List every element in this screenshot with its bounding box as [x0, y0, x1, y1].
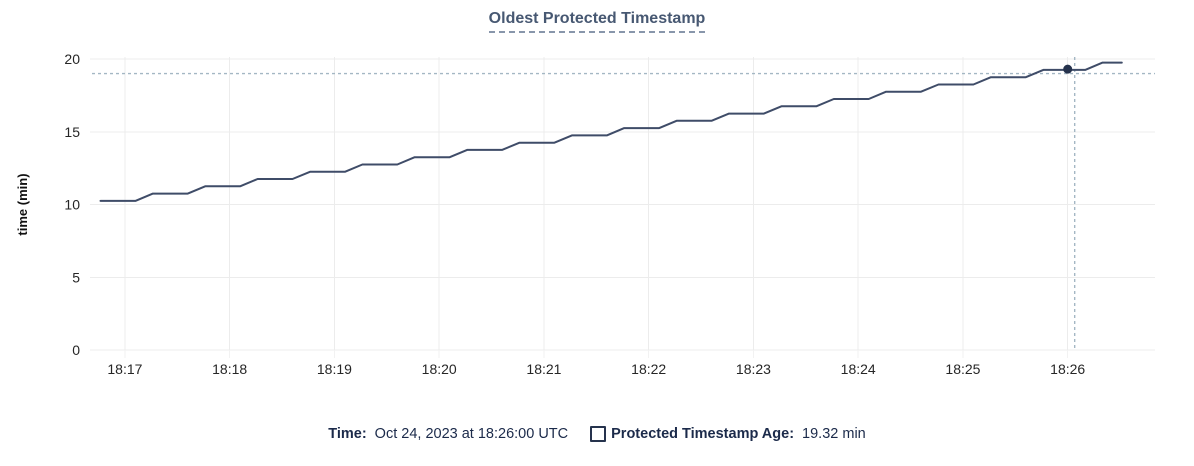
time-value: Oct 24, 2023 at 18:26:00 UTC	[374, 426, 569, 442]
svg-text:18:25: 18:25	[945, 361, 980, 377]
svg-text:18:20: 18:20	[422, 361, 457, 377]
series-line	[99, 61, 1123, 202]
hover-point-dot	[1063, 64, 1073, 74]
y-gridlines	[90, 58, 1155, 351]
svg-text:10: 10	[64, 197, 80, 213]
svg-text:18:17: 18:17	[107, 361, 142, 377]
series-value: 19.32 min	[802, 426, 866, 442]
chart-title[interactable]: Oldest Protected Timestamp	[488, 10, 706, 33]
y-tick-labels: 0 5 10 15 20	[64, 51, 80, 358]
svg-text:18:22: 18:22	[631, 361, 666, 377]
svg-text:18:26: 18:26	[1050, 361, 1085, 377]
y-axis-label: time (min)	[15, 173, 30, 235]
series-label[interactable]: Protected Timestamp Age:	[611, 426, 795, 442]
x-gridlines	[124, 57, 1069, 358]
svg-text:15: 15	[64, 124, 80, 140]
svg-text:18:18: 18:18	[212, 361, 247, 377]
chart-title-row: Oldest Protected Timestamp	[0, 10, 1194, 33]
svg-text:18:24: 18:24	[841, 361, 876, 377]
time-label: Time:	[328, 426, 367, 442]
series-checkbox-icon[interactable]	[590, 426, 607, 442]
svg-text:0: 0	[72, 342, 80, 358]
svg-text:18:19: 18:19	[317, 361, 352, 377]
svg-text:18:21: 18:21	[526, 361, 561, 377]
svg-text:5: 5	[72, 269, 80, 285]
svg-text:18:23: 18:23	[736, 361, 771, 377]
chart-legend: Time: Oct 24, 2023 at 18:26:00 UTC Prote…	[0, 421, 1194, 447]
x-tick-labels: 18:17 18:18 18:19 18:20 18:21 18:22 18:23 18:24…	[107, 361, 1085, 377]
svg-text:20: 20	[64, 51, 80, 67]
